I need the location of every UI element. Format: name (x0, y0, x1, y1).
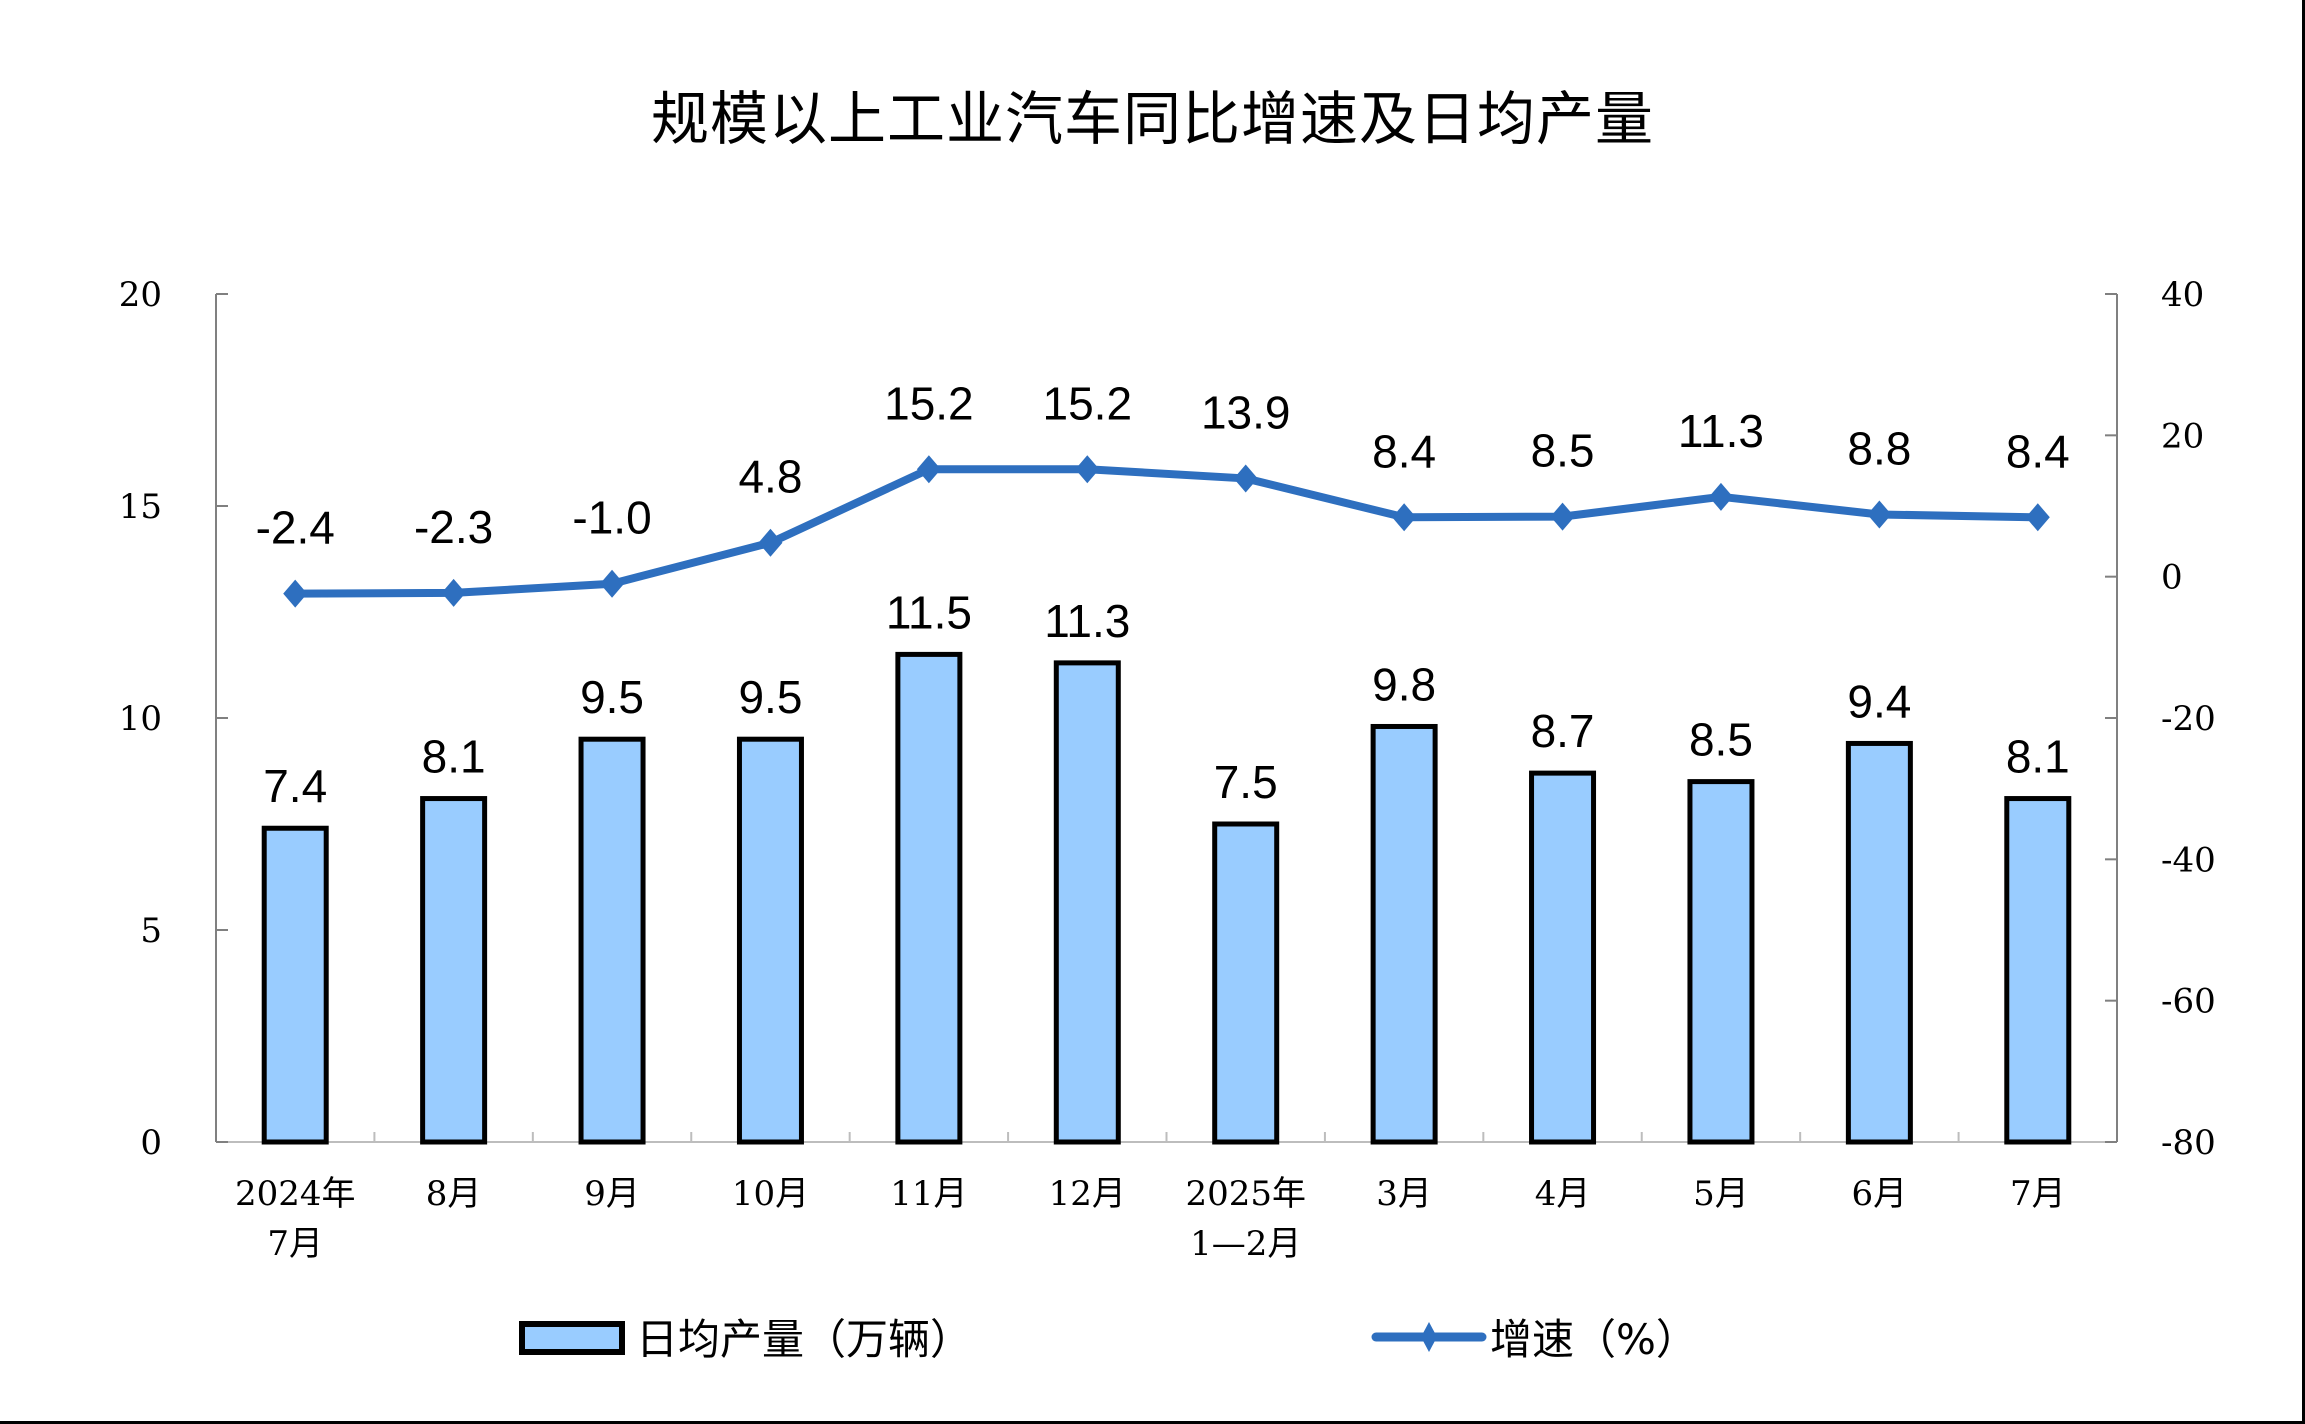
bar-value-label: 7.4 (263, 760, 327, 812)
line-value-label: -2.3 (414, 501, 493, 553)
diamond-marker-icon (283, 579, 308, 608)
right-axis-tick-label: -20 (2161, 699, 2216, 739)
bar-value-label: 8.1 (2006, 731, 2070, 783)
legend-bar-swatch-icon (519, 1321, 625, 1355)
x-axis-label: 5月 (1693, 1174, 1749, 1214)
bar-value-label: 8.5 (1689, 714, 1753, 766)
x-axis-label: 2024年 (235, 1174, 356, 1214)
x-axis-label: 4月 (1535, 1174, 1591, 1214)
bar (420, 796, 488, 1145)
legend-line-label: 增速（%） (1490, 1315, 1698, 1364)
diamond-marker-icon (916, 455, 941, 484)
x-axis-label: 7月 (267, 1224, 323, 1264)
x-axis-label: 9月 (584, 1174, 640, 1214)
x-axis-label: 6月 (1852, 1174, 1908, 1214)
x-axis-label: 1—2月 (1190, 1224, 1301, 1264)
right-axis-tick-label: 40 (2161, 275, 2204, 315)
left-axis-tick-label: 15 (119, 487, 162, 527)
bar (1687, 779, 1755, 1145)
x-axis-label: 7月 (2010, 1174, 2066, 1214)
diamond-marker-icon (758, 528, 783, 557)
line-value-label: 15.2 (884, 377, 974, 429)
left-axis-tick-label: 5 (140, 911, 162, 951)
bar-value-label: 9.4 (1847, 675, 1911, 727)
bar-value-label: 11.3 (1044, 595, 1130, 647)
left-axis-tick-label: 0 (140, 1123, 162, 1163)
line-value-label: 8.4 (2006, 425, 2070, 477)
bar-value-label: 9.5 (580, 671, 644, 723)
right-axis-tick-label: 20 (2161, 416, 2204, 456)
legend-line-swatch-icon (1371, 1322, 1487, 1352)
bar-series: 7.4 8.1 9.5 9.5 11.5 11.3 7.5 9.8 8.7 8.5 9.4 8.1 (261, 586, 2072, 1145)
axes: 0 5 10 15 20 -80 -60 -40 -20 0 20 40 (119, 275, 2216, 1163)
diamond-marker-icon (1550, 502, 1575, 531)
diamond-marker-icon (1233, 464, 1258, 493)
right-axis-tick-label: -80 (2161, 1123, 2216, 1163)
chart-title: 规模以上工业汽车同比增速及日均产量 (650, 85, 1654, 153)
bar (736, 736, 804, 1145)
line-value-label: -2.4 (256, 502, 335, 554)
bar (1212, 821, 1280, 1145)
bar (1370, 723, 1438, 1145)
line-value-label: 4.8 (738, 451, 802, 503)
line-value-label: -1.0 (572, 492, 651, 544)
line-value-label: 15.2 (1043, 377, 1133, 429)
line-value-label: 8.4 (1372, 425, 1436, 477)
bar-value-label: 8.7 (1531, 705, 1595, 757)
line-value-label: 8.5 (1531, 425, 1595, 477)
bar (1845, 740, 1913, 1145)
x-axis-label: 12月 (1049, 1174, 1126, 1214)
line-value-label: 11.3 (1678, 405, 1764, 457)
bar-value-label: 9.5 (738, 671, 802, 723)
line-value-label: 13.9 (1201, 386, 1291, 438)
bar-value-label: 9.8 (1372, 658, 1436, 710)
legend-bar-label: 日均产量（万辆） (636, 1315, 972, 1364)
x-axis-label: 10月 (732, 1174, 809, 1214)
left-axis-tick-label: 20 (119, 275, 162, 315)
line-value-label: 8.8 (1847, 422, 1911, 474)
bar (261, 825, 329, 1145)
legend: 日均产量（万辆） 增速（%） (519, 1315, 1698, 1364)
bar (578, 736, 646, 1145)
x-axis-label: 11月 (890, 1174, 967, 1214)
bar-value-label: 11.5 (886, 586, 972, 638)
x-axis-label: 2025年 (1185, 1174, 1306, 1214)
diamond-marker-icon (2025, 503, 2050, 532)
diamond-marker-icon (1392, 503, 1417, 532)
bar-value-label: 8.1 (422, 731, 486, 783)
diamond-marker-icon (1867, 500, 1892, 529)
bar-value-label: 7.5 (1214, 756, 1278, 808)
left-axis-tick-label: 10 (119, 699, 162, 739)
x-axis-label: 3月 (1376, 1174, 1432, 1214)
right-axis-tick-label: -60 (2161, 982, 2216, 1022)
line-series: -2.4 -2.3 -1.0 4.8 15.2 15.2 13.9 8.4 8.5 11.3 8.8… (256, 377, 2070, 608)
diamond-marker-icon (1708, 482, 1733, 511)
bar (1529, 770, 1597, 1145)
x-axis-label: 8月 (426, 1174, 482, 1214)
diamond-marker-icon (441, 578, 466, 607)
bar (1053, 660, 1121, 1145)
x-axis-labels: 2024年 7月 8月 9月 10月 11月 12月 2025年 1—2月 3月 4月 5月 6月 7月 (235, 1174, 2066, 1264)
right-axis-tick-label: 0 (2161, 558, 2183, 598)
right-axis-tick-label: -40 (2161, 840, 2216, 880)
growth-line (295, 465, 2038, 598)
diamond-marker-icon (600, 569, 625, 598)
bar (2004, 796, 2072, 1145)
bar (895, 651, 963, 1145)
diamond-marker-icon (1075, 455, 1100, 484)
